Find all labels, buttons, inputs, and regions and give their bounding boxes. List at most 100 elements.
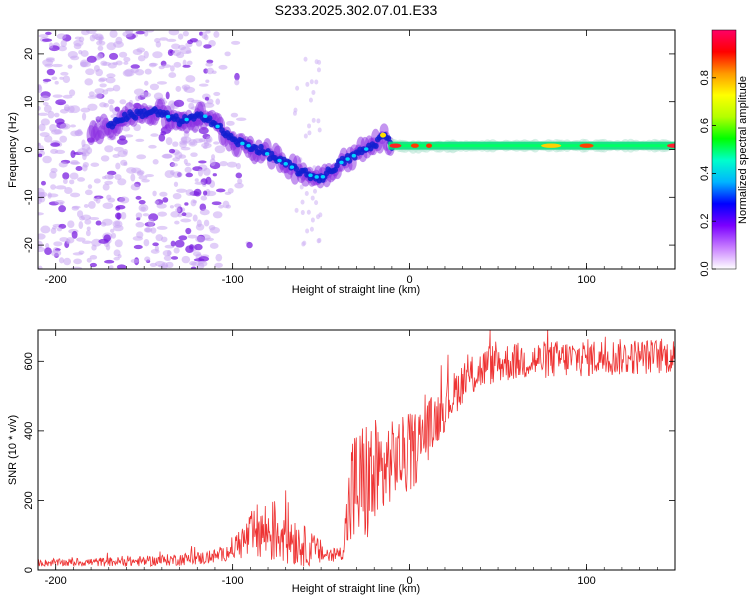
noise-blob [156,81,168,85]
noise-blob [40,118,50,126]
noise-blob [141,179,150,183]
snr-y-ticks: 0 200 400 600 [23,352,675,573]
noise-blob [185,50,192,54]
noise-blob [112,154,120,158]
snr-x-label: Height of straight line (km) [292,583,420,595]
noise-blob [144,80,149,86]
noise-blob [193,258,205,262]
noise-blob [60,39,67,48]
x-tick-label: 100 [577,575,595,587]
noise-blob [105,76,116,84]
noise-blob [316,214,321,220]
noise-blob [58,161,68,168]
noise-blob [170,65,175,72]
noise-blob [104,145,114,153]
noise-blob [130,183,141,191]
noise-blob [81,30,90,36]
noise-blob [292,110,297,116]
noise-blob [192,138,204,144]
noise-blob [80,50,89,57]
noise-blob [130,258,140,264]
noise-blob [230,112,239,118]
noise-blob [184,202,189,206]
noise-blob [150,249,160,254]
noise-blob [168,72,177,79]
noise-blob [205,190,217,197]
noise-blob [174,203,182,208]
noise-blob [317,127,322,133]
noise-blob [88,216,100,221]
ridge-core [258,143,264,150]
ridge-highlight [364,147,369,151]
colorbar-label: Normalized spectral amplitude [737,76,749,224]
noise-blob [39,191,48,198]
noise-blob [106,42,117,51]
noise-blob [185,172,193,178]
noise-blob [138,204,149,212]
noise-blob [300,210,305,216]
noise-blob [157,211,168,217]
noise-blob [231,40,241,45]
noise-blob [310,195,315,201]
x-tick-label: -200 [45,274,67,286]
noise-blob [55,185,67,190]
noise-blob [88,200,96,209]
noise-blob [235,162,241,170]
noise-blob [148,62,157,68]
noise-blob [182,59,187,67]
noise-blob [81,143,91,152]
noise-blob [166,38,177,42]
noise-blob [184,166,192,173]
noise-blob [317,237,322,243]
noise-blob [108,265,114,269]
noise-blob [177,33,184,40]
noise-blob [73,43,82,50]
noise-blob [54,80,59,85]
noise-blob [76,237,86,242]
noise-blob [73,258,82,265]
noise-blob [159,191,168,197]
noise-blob [185,227,192,235]
x-tick-label: -100 [222,274,244,286]
noise-blob [196,219,202,228]
ridge-highlight [308,173,313,178]
noise-blob [62,172,70,180]
y-tick-label: 20 [23,48,35,60]
noise-blob [54,149,66,155]
noise-blob [59,76,64,80]
noise-blob [214,145,226,154]
noise-blob [161,64,172,68]
noise-blob [234,182,244,189]
noise-blob [115,36,123,45]
noise-blob [110,232,117,239]
noise-blob [314,200,319,206]
noise-blob [95,220,102,226]
noise-blob [206,67,214,75]
ridge-highlight [320,174,326,179]
noise-blob [215,188,226,193]
noise-blob [104,259,115,264]
noise-blob [54,118,65,125]
noise-blob [59,237,69,242]
noise-blob [134,69,145,76]
noise-blob [145,30,155,33]
band-hotspot [541,143,562,148]
noise-blob [132,48,143,56]
noise-blob [197,168,204,177]
noise-blob [96,53,104,60]
noise-blob [41,38,53,42]
noise-blob [86,226,91,231]
noise-blob [78,250,85,255]
noise-blob [109,30,118,38]
noise-blob [54,129,63,135]
noise-blob [170,240,176,247]
colorbar-tick-label: 0.6 [699,118,711,133]
colorbar-tick-label: 0.4 [699,166,711,181]
noise-blob [52,94,63,98]
noise-blob [109,228,115,233]
noise-blob [159,37,168,41]
noise-blob [312,188,317,194]
noise-blob [42,102,49,106]
noise-blob [209,242,219,249]
noise-blob [106,73,116,78]
